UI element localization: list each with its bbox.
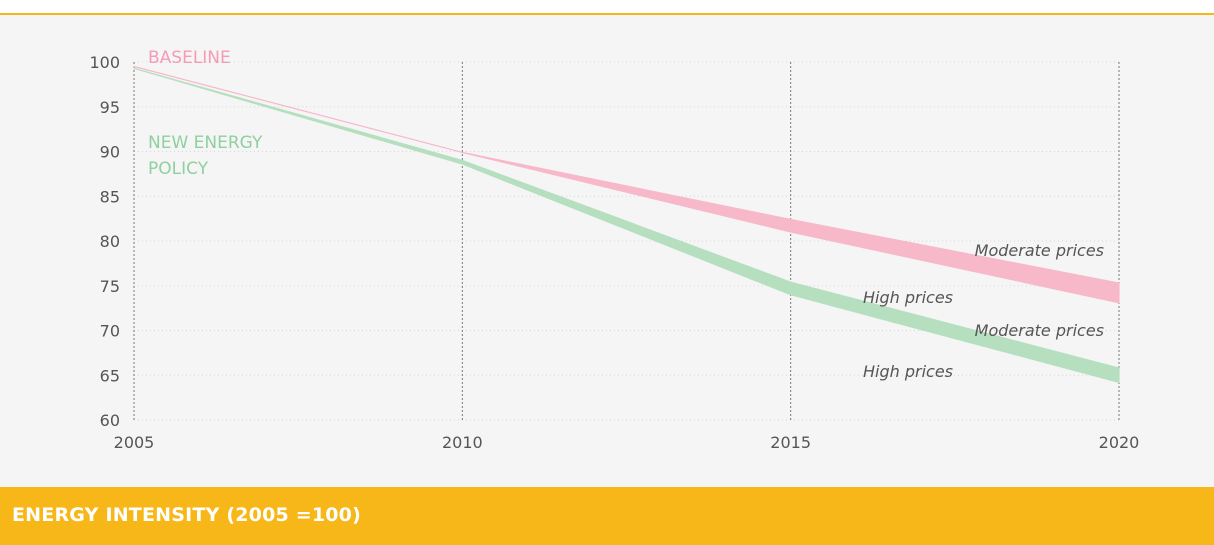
y-tick-label-70: 70 (100, 322, 120, 341)
band-baseline (133, 65, 1120, 304)
y-tick-label-75: 75 (100, 277, 120, 296)
chart-title: ENERGY INTENSITY (2005 =100) (12, 504, 361, 526)
tick-layer: 60 65 70 75 80 85 90 95 100 2005 2010 2015 2020 (89, 53, 1139, 452)
band-layer (133, 65, 1120, 383)
label-layer: BASELINE NEW ENERGY POLICY Moderate prices H… (148, 48, 1104, 381)
y-tick-label-80: 80 (100, 232, 120, 251)
grid-layer (133, 61, 1120, 422)
y-tick-label-65: 65 (100, 366, 120, 385)
y-tick-label-60: 60 (100, 411, 120, 430)
x-tick-label-2010: 2010 (442, 433, 483, 452)
plot-panel: 60 65 70 75 80 85 90 95 100 2005 2010 2015 2020 BASE… (0, 15, 1214, 487)
series-label-new-energy-policy-line-1: NEW ENERGY (148, 133, 263, 153)
y-tick-label-95: 95 (100, 98, 120, 117)
x-tick-label-2020: 2020 (1099, 433, 1140, 452)
energy-intensity-chart: 60 65 70 75 80 85 90 95 100 2005 2010 2015 2020 BASE… (89, 48, 1139, 452)
y-tick-label-85: 85 (100, 187, 120, 206)
series-label-new-energy-policy-line-2: POLICY (148, 159, 209, 179)
x-tick-label-2005: 2005 (114, 433, 155, 452)
y-tick-label-90: 90 (100, 143, 120, 162)
y-tick-label-100: 100 (89, 53, 120, 72)
annotation-new-energy-policy-moderate-prices: Moderate prices (975, 321, 1104, 340)
title-bar: ENERGY INTENSITY (2005 =100) (0, 487, 1214, 545)
series-label-baseline: BASELINE (148, 48, 231, 68)
top-rule (0, 13, 1214, 15)
annotation-baseline-moderate-prices: Moderate prices (975, 241, 1104, 260)
annotation-new-energy-policy-high-prices: High prices (863, 362, 953, 381)
annotation-baseline-high-prices: High prices (863, 288, 953, 307)
band-new-energy-policy (133, 67, 1120, 383)
x-tick-label-2015: 2015 (770, 433, 811, 452)
